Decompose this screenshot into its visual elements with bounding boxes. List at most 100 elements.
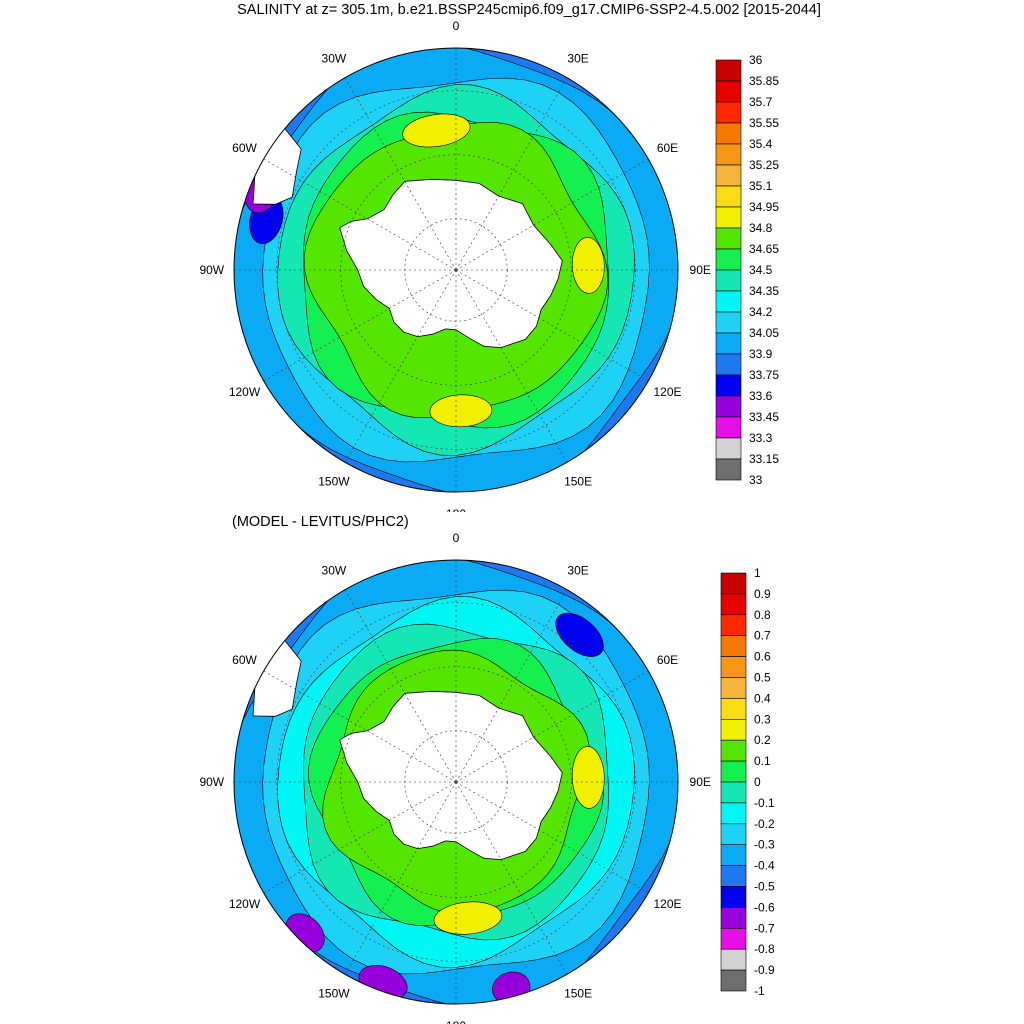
top-colorbar-box [715,227,742,250]
top-longitude-label: 60W [232,141,257,155]
bottom-contour-field [234,560,678,1004]
top-colorbar-label: 34.95 [749,200,779,214]
top-meridian-line [344,269,457,463]
bottom-colorbar-label: -0.5 [754,880,775,894]
top-colorbar-box [715,101,742,124]
top-colorbar-label: 33.3 [749,431,773,445]
top-colorbar-box [715,395,742,418]
bottom-longitude-label: 60E [657,653,678,667]
top-colorbar-box [715,311,742,334]
bottom-colorbar-label: 0 [754,775,761,789]
bottom-longitude-label: 60W [232,653,257,667]
bottom-longitude-label: 90W [199,775,224,789]
top-colorbar-box [715,416,742,439]
bottom-colorbar-label: 0.9 [754,587,771,601]
bottom-colorbar-box [720,698,747,720]
top-colorbar-label: 34.35 [749,284,779,298]
top-latitude-circle [276,90,636,450]
top-colorbar-label: 35.25 [749,158,779,172]
bottom-antarctica-landmass [339,690,563,861]
bottom-colorbar-box [720,614,747,636]
top-antarctica-landmass [339,178,563,349]
bottom-colorbar-label: -0.3 [754,838,775,852]
bottom-colorbar-box [720,572,747,595]
top-colorbar-label: 33.45 [749,410,779,424]
top-colorbar-label: 35.7 [749,95,773,109]
bottom-colorbar-box [720,927,747,950]
bottom-map-border [233,559,679,1005]
bottom-colorbar-box [720,593,747,616]
bottom-colorbar-box [720,739,747,762]
bottom-colorbar-label: -0.7 [754,921,775,935]
top-meridian-line [455,77,568,271]
top-longitude-label: 30W [322,52,347,66]
top-graticule [234,48,678,492]
top-longitude-label: 60E [657,141,678,155]
top-colorbar-box [715,185,742,208]
bottom-meridian-line [263,781,457,894]
bottom-colorbar-label: 0.5 [754,671,771,685]
top-colorbar-label: 35.1 [749,179,773,193]
top-contour-patch [402,113,471,148]
top-longitude-label: 90E [690,263,711,277]
top-colorbar-label: 33.75 [749,368,779,382]
bottom-longitude-label: 90E [690,775,711,789]
top-longitude-label: 30E [567,52,588,66]
bottom-contour-patch [433,901,503,935]
bottom-colorbar-label: -0.9 [754,963,775,977]
bottom-colorbar-box [720,969,747,992]
bottom-colorbar-label: 0.8 [754,608,771,622]
top-longitude-label: 180 [446,507,466,512]
top-longitude-label: 0 [453,19,460,33]
bottom-longitude-label: 150W [318,987,350,1001]
top-colorbar-box [715,80,742,103]
bottom-colorbar-label: -0.6 [754,900,775,914]
top-meridian-line [263,269,457,382]
top-colorbar-box [715,143,742,166]
bottom-colorbar-box [720,844,747,866]
top-colorbar-label: 34.5 [749,263,773,277]
bottom-colorbar-box [720,948,747,971]
top-colorbar-box [715,164,742,187]
bottom-contour-patch [555,612,604,657]
bottom-colorbar-label: 0.1 [754,754,771,768]
top-colorbar-label: 33.9 [749,347,773,361]
bottom-colorbar-box [720,823,747,845]
top-longitude-label: 120W [229,385,261,399]
bottom-colorbar-label: 0.2 [754,733,771,747]
bottom-longitude-label: 180 [446,1019,466,1024]
bottom-colorbar-label: -1 [754,984,765,998]
bottom-colorbar-label: -0.8 [754,942,775,956]
difference-map: 0 30E 60E 90E 120E 150E 180 150W 120W 90W 60W 30W 1 0… [199,531,775,1024]
top-colorbar-label: 33 [749,473,763,487]
bottom-colorbar-box [720,677,747,699]
top-colorbar-box [715,248,742,271]
bottom-contour-patch [571,746,605,809]
top-colorbar-label: 33.6 [749,389,773,403]
bottom-colorbar-label: 1 [754,566,761,580]
bottom-longitude-label: 120W [229,897,261,911]
bottom-colorbar-label: -0.4 [754,859,775,873]
top-colorbar-box [715,122,742,145]
difference-subtitle: (MODEL - LEVITUS/PHC2) [232,514,409,530]
top-colorbar-label: 35.55 [749,116,779,130]
top-colorbar-box [715,332,742,355]
bottom-meridian-line [455,781,649,894]
bottom-longitude-label: 30W [322,564,347,578]
bottom-longitude-label: 0 [453,531,460,545]
top-meridian-line [455,269,568,463]
bottom-longitude-label: 120E [653,897,681,911]
top-contour-patch [429,394,493,428]
top-meridian-line [455,158,649,271]
top-colorbar-label: 34.05 [749,326,779,340]
top-longitude-label: 120E [653,385,681,399]
bottom-colorbar-box [720,781,747,804]
bottom-colorbar-box [720,635,747,657]
top-meridian-line [263,158,457,271]
bottom-longitude-label: 30E [567,564,588,578]
top-colorbar-box [715,353,742,376]
bottom-colorbar-label: 0.6 [754,650,771,664]
top-longitude-label: 90W [199,263,224,277]
bottom-colorbar-box [720,907,747,929]
top-longitude-label: 150E [564,475,592,489]
